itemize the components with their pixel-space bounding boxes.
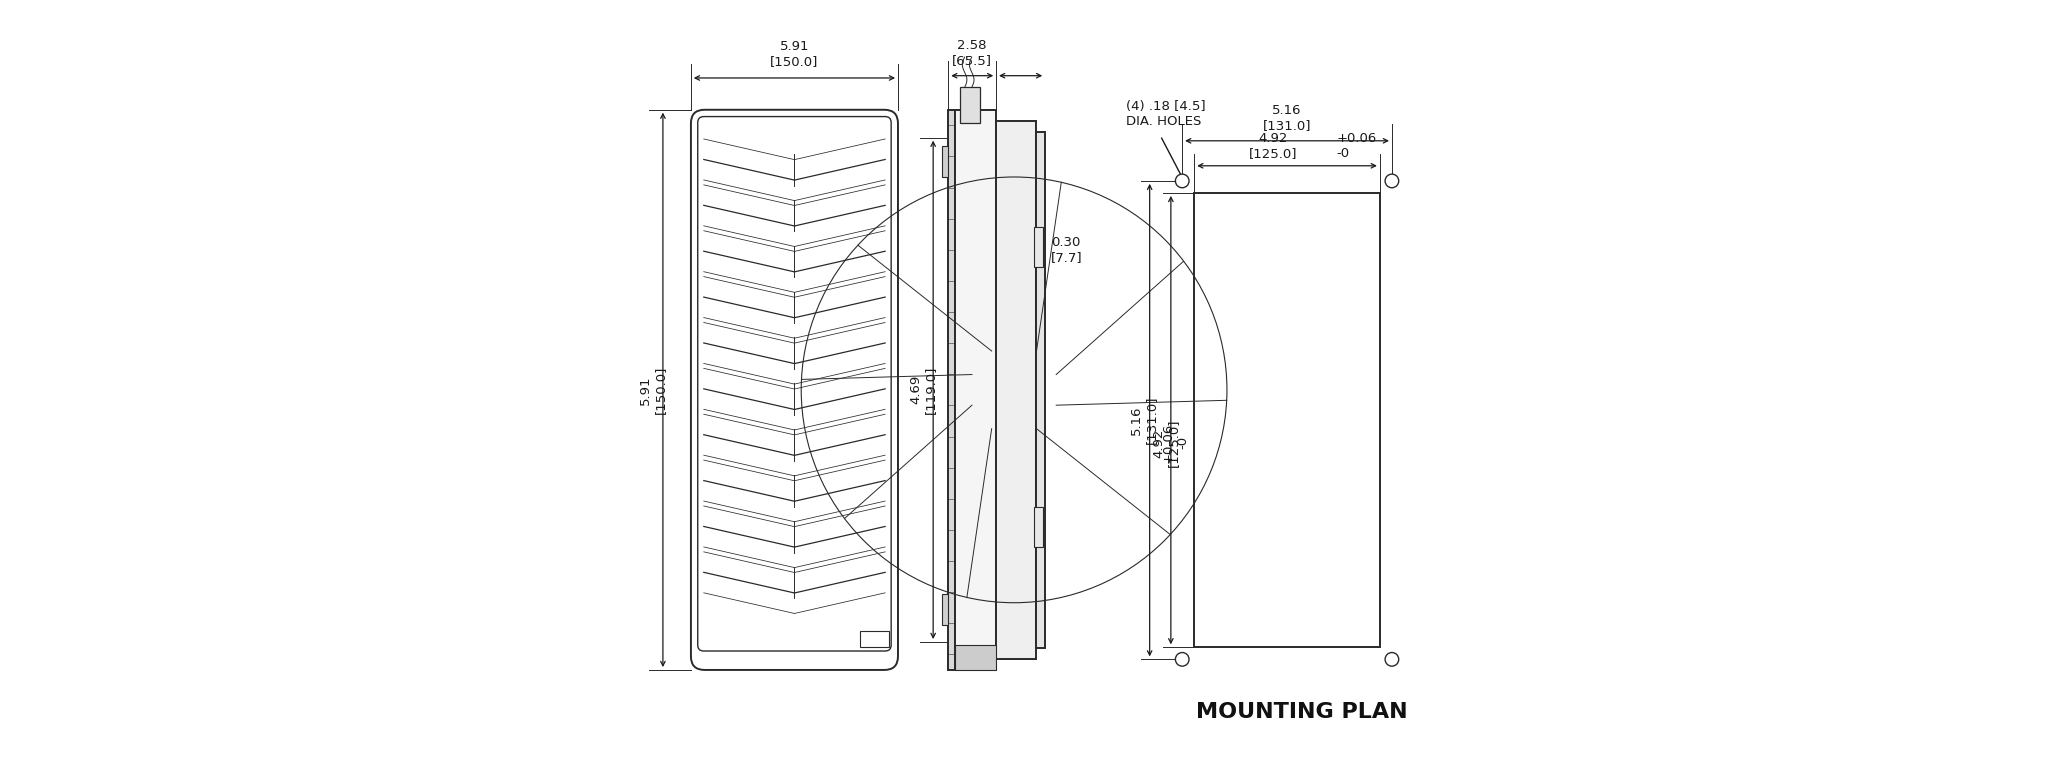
Text: 4.92
[125.0]: 4.92 [125.0] [1249, 132, 1298, 160]
Bar [956, 110, 995, 670]
Text: 5.16
[131.0]: 5.16 [131.0] [1130, 396, 1159, 444]
Bar [1194, 193, 1380, 647]
Circle shape [1176, 174, 1190, 188]
Bar [1034, 227, 1042, 266]
Bar [1036, 132, 1044, 647]
Bar [956, 645, 995, 670]
Text: +0.06
-0: +0.06 -0 [1335, 132, 1376, 160]
Text: +0.06
-0: +0.06 -0 [1161, 422, 1190, 463]
Text: 4.92
[125.0]: 4.92 [125.0] [1153, 419, 1180, 467]
Text: 0.30
[7.7]: 0.30 [7.7] [1051, 236, 1083, 263]
Text: 5.91
[150.0]: 5.91 [150.0] [639, 366, 668, 414]
Text: 5.16
[131.0]: 5.16 [131.0] [1264, 104, 1311, 132]
Text: (4) .18 [4.5]
DIA. HOLES: (4) .18 [4.5] DIA. HOLES [1126, 100, 1206, 128]
Text: MOUNTING PLAN: MOUNTING PLAN [1196, 702, 1409, 721]
Bar [995, 121, 1036, 659]
Text: 2.58
[65.5]: 2.58 [65.5] [952, 39, 991, 67]
Circle shape [1176, 653, 1190, 666]
Text: 4.69
[119.0]: 4.69 [119.0] [909, 366, 938, 414]
Bar [1034, 507, 1042, 547]
Bar [942, 146, 948, 177]
FancyBboxPatch shape [690, 110, 897, 670]
Bar [948, 110, 956, 670]
Circle shape [1384, 653, 1399, 666]
Bar [860, 631, 889, 647]
Circle shape [1384, 174, 1399, 188]
FancyBboxPatch shape [698, 117, 891, 651]
Text: 5.91
[150.0]: 5.91 [150.0] [770, 40, 819, 68]
Bar [961, 87, 979, 123]
Bar [942, 594, 948, 625]
